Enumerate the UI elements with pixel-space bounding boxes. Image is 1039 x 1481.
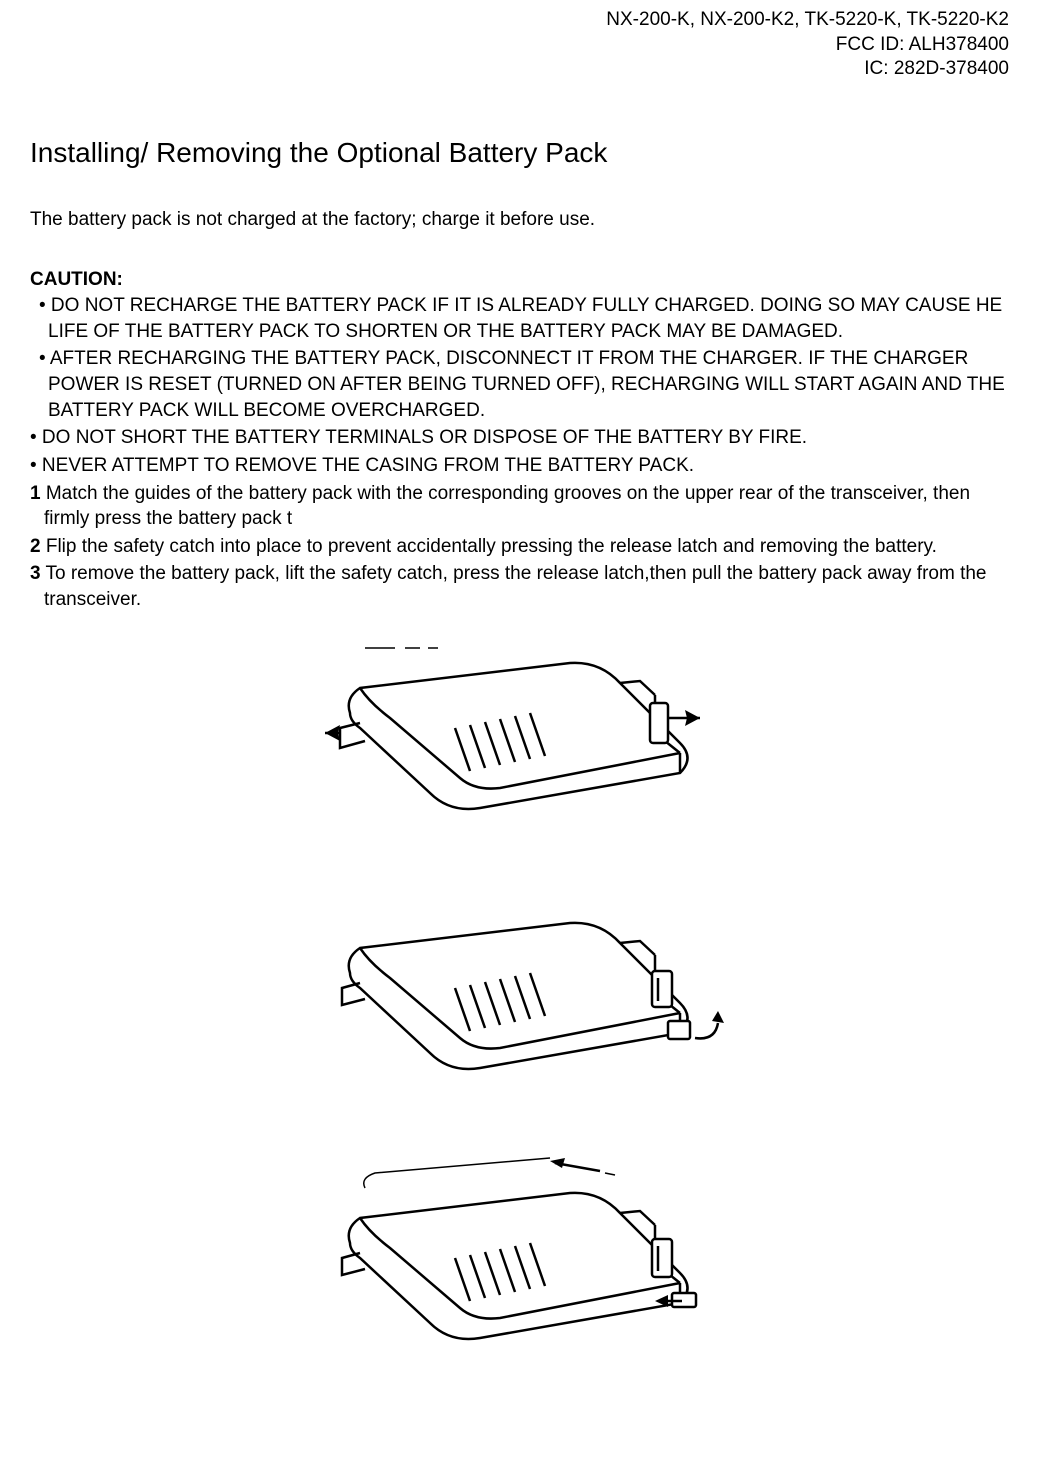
header-fcc: FCC ID: ALH378400 [30,33,1009,58]
step-1-num: 1 [30,483,41,504]
header-ic: IC: 282D-378400 [30,57,1009,82]
caution-bullet-1: • DO NOT RECHARGE THE BATTERY PACK IF IT… [30,293,1009,344]
step-1-text: Match the guides of the battery pack wit… [41,483,970,530]
header-models: NX-200-K, NX-200-K2, TK-5220-K, TK-5220-… [30,8,1009,33]
header-block: NX-200-K, NX-200-K2, TK-5220-K, TK-5220-… [30,8,1009,82]
caution-bullet-2: • AFTER RECHARGING THE BATTERY PACK, DIS… [30,346,1009,423]
step-2-num: 2 [30,536,41,557]
step-3: 3 To remove the battery pack, lift the s… [30,561,1009,612]
step-1: 1 Match the guides of the battery pack w… [30,481,1009,532]
diagram-container [30,633,1009,1373]
step-2-text: Flip the safety catch into place to prev… [41,536,937,557]
caution-label: CAUTION: [30,269,1009,291]
diagram-1-install [310,633,730,853]
page-title: Installing/ Removing the Optional Batter… [30,137,1009,169]
caution-bullet-4: • NEVER ATTEMPT TO REMOVE THE CASING FRO… [30,453,1009,479]
diagram-2-latch [310,893,730,1113]
intro-text: The battery pack is not charged at the f… [30,209,1009,231]
step-3-num: 3 [30,563,41,584]
step-2: 2 Flip the safety catch into place to pr… [30,534,1009,560]
caution-bullet-3: • DO NOT SHORT THE BATTERY TERMINALS OR … [30,425,1009,451]
diagram-3-remove [310,1153,730,1373]
step-3-text: To remove the battery pack, lift the saf… [41,563,987,610]
